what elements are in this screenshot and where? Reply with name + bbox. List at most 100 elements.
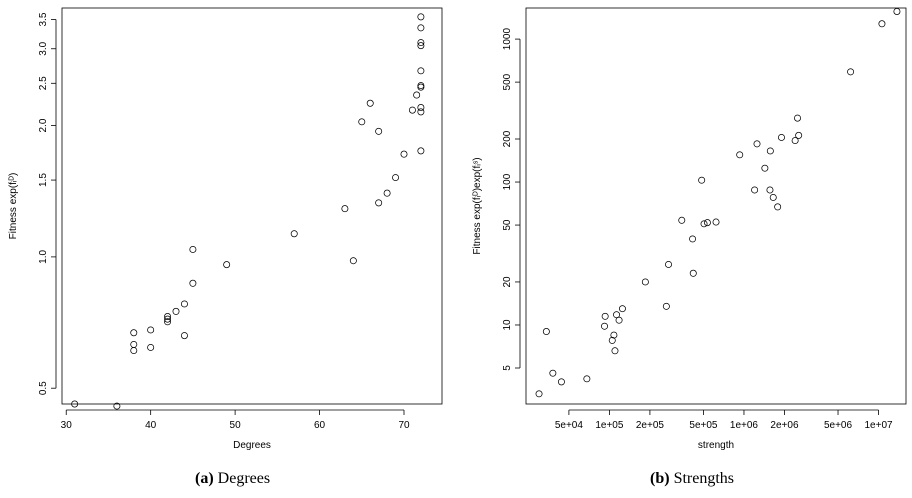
strengths-plot-frame (525, 7, 907, 405)
caption-degrees-text: Degrees (217, 470, 271, 487)
strengths-data-point (736, 151, 744, 159)
strengths-data-point (761, 164, 769, 172)
degrees-data-point (366, 99, 374, 107)
strengths-y-tick-label: 200 (502, 130, 513, 147)
strengths-data-point (791, 137, 799, 145)
strengths-y-tick-label: 100 (502, 173, 513, 190)
strengths-x-axis-title: strength (698, 440, 734, 451)
degrees-x-axis-title: Degrees (233, 440, 271, 451)
strengths-data-point (700, 220, 708, 228)
strengths-data-point (557, 378, 565, 386)
strengths-x-tick-label: 1e+06 (730, 420, 759, 431)
degrees-data-point (164, 313, 172, 320)
strengths-x-tick-label: 1e+05 (595, 420, 624, 431)
strengths-data-point (618, 305, 626, 313)
degrees-y-tick-label: 3.5 (38, 12, 49, 26)
strengths-y-tick-label: 5 (502, 365, 513, 371)
caption-strengths: (b) Strengths (650, 470, 734, 488)
strengths-data-point (794, 114, 801, 122)
strengths-data-point (778, 133, 785, 141)
strengths-x-tick-label: 5e+06 (824, 420, 853, 431)
degrees-y-axis-title: Fitness exp(fᵢᴰ) (8, 173, 19, 240)
degrees-data-point (223, 261, 231, 269)
degrees-data-point (113, 402, 121, 410)
strengths-data-point (601, 322, 609, 330)
strengths-data-point (712, 218, 720, 226)
strengths-data-point (610, 331, 618, 339)
caption-degrees: (a) Degrees (195, 470, 270, 488)
degrees-data-point (180, 300, 188, 308)
strengths-data-point (662, 302, 670, 310)
strengths-x-tick-label: 2e+05 (636, 420, 665, 431)
strengths-data-point (641, 278, 649, 286)
strengths-data-point (893, 8, 901, 15)
degrees-data-point (130, 329, 138, 337)
degrees-data-point (341, 205, 349, 213)
degrees-data-point (417, 108, 425, 116)
strengths-data-point (774, 203, 782, 211)
degrees-x-tick-label: 30 (61, 420, 73, 431)
caption-strengths-tag: (b) (650, 470, 670, 487)
degrees-chart: 30 40 50 60 70 0.5 1.0 1.5 2.0 2.5 3.0 3.5 Degrees Fi… (8, 7, 443, 451)
strengths-data-point (613, 311, 621, 319)
caption-strengths-text: Strengths (673, 470, 735, 487)
strengths-x-tick-label: 1e+07 (864, 420, 893, 431)
degrees-data-point (417, 83, 425, 91)
degrees-data-point (417, 13, 425, 21)
strengths-x-tick-label: 2e+06 (770, 420, 799, 431)
strengths-data-point (766, 147, 774, 155)
strengths-y-tick-label: 10 (502, 319, 513, 331)
strengths-data-point (608, 336, 616, 344)
degrees-data-point (417, 39, 425, 47)
caption-degrees-tag: (a) (195, 470, 214, 487)
strengths-data-point (601, 312, 609, 320)
strengths-data-point (769, 193, 777, 201)
degrees-x-tick-label: 60 (314, 420, 326, 431)
degrees-y-tick-label: 1.0 (38, 249, 49, 263)
degrees-data-point (164, 318, 172, 326)
strengths-data-point (751, 186, 759, 194)
degrees-y-tick-label: 0.5 (38, 381, 49, 395)
strengths-data-point (615, 316, 623, 324)
degrees-data-point (130, 347, 138, 355)
degrees-data-point (358, 118, 366, 126)
strengths-data-point (847, 68, 855, 76)
strengths-data-point (583, 375, 591, 383)
strengths-y-tick-label: 20 (502, 276, 513, 288)
strengths-y-tick-label: 500 (502, 73, 513, 90)
strengths-data-point (766, 186, 774, 194)
degrees-data-point (400, 150, 408, 158)
strengths-data-point (878, 20, 886, 28)
degrees-data-point (180, 332, 188, 340)
degrees-data-point (290, 230, 298, 238)
degrees-y-tick-label: 3.0 (38, 41, 49, 55)
degrees-data-point (130, 340, 138, 348)
degrees-data-point (417, 67, 425, 75)
degrees-x-tick-label: 50 (230, 420, 242, 431)
degrees-data-point (375, 127, 383, 135)
strengths-chart: 5e+04 1e+05 2e+05 5e+05 1e+06 2e+06 5e+06 1e+07… (472, 7, 907, 451)
strengths-data-point (703, 219, 711, 227)
strengths-data-point (542, 328, 550, 335)
degrees-data-point (383, 189, 391, 197)
degrees-plot-frame (61, 7, 443, 405)
strengths-x-tick-label: 5e+04 (555, 420, 584, 431)
degrees-y-tick-label: 2.0 (38, 118, 49, 132)
strengths-data-point (698, 176, 706, 184)
degrees-data-point (164, 315, 172, 323)
degrees-y-tick-label: 2.5 (38, 76, 49, 90)
strengths-data-point (753, 140, 761, 148)
degrees-y-tick-label: 1.5 (38, 173, 49, 187)
degrees-data-point (147, 326, 155, 334)
strengths-data-point (795, 131, 803, 139)
strengths-x-tick-label: 5e+05 (689, 420, 718, 431)
strengths-data-point (689, 269, 697, 277)
degrees-data-point (417, 147, 425, 155)
degrees-data-point (349, 257, 357, 265)
degrees-data-point (413, 91, 421, 99)
degrees-data-point (417, 42, 425, 50)
degrees-data-point (71, 400, 79, 408)
degrees-data-point (417, 82, 425, 90)
strengths-data-point (535, 390, 543, 398)
